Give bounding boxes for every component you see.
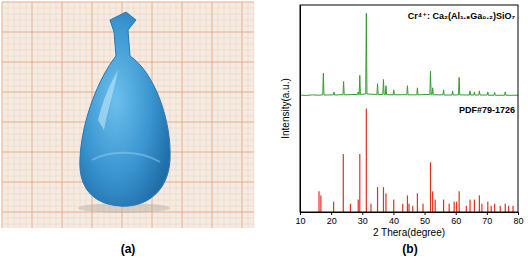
y-axis <box>300 6 301 213</box>
x-tick-mark <box>518 212 519 215</box>
stem <box>383 187 384 212</box>
x-tick-label: 50 <box>420 216 430 226</box>
graph-paper-lines <box>2 2 254 228</box>
x-tick-mark <box>425 212 426 215</box>
stem <box>508 206 509 212</box>
stem <box>491 206 492 212</box>
x-tick: 80 <box>513 212 523 226</box>
stem <box>358 200 359 212</box>
stem <box>456 202 457 212</box>
x-tick-label: 40 <box>389 216 399 226</box>
stem <box>432 191 433 212</box>
grid-line <box>2 218 254 219</box>
stem <box>393 200 394 212</box>
stem <box>443 200 444 212</box>
stem <box>408 204 409 212</box>
x-tick-mark <box>362 212 363 215</box>
stem <box>454 202 455 212</box>
x-tick: 40 <box>389 212 399 226</box>
panel-label: (b) <box>402 242 417 256</box>
x-tick: 20 <box>327 212 337 226</box>
stem <box>430 162 431 212</box>
stem <box>500 206 501 212</box>
x-tick-label: 10 <box>295 216 305 226</box>
x-tick: 70 <box>482 212 492 226</box>
crystal-highlight <box>98 70 118 130</box>
x-tick-mark <box>456 212 457 215</box>
figure: (a) 10 20 30 40 50 60 70 80 2 Thera(degree) Intens… <box>0 0 528 263</box>
stem <box>366 109 367 213</box>
stem <box>469 200 470 212</box>
stem <box>494 204 495 212</box>
crystal <box>80 12 170 206</box>
x-tick-label: 70 <box>482 216 492 226</box>
photo <box>2 2 254 228</box>
x-tick: 30 <box>358 212 368 226</box>
crystal-highlight <box>92 153 160 162</box>
y-axis-title: Intensity(a.u.) <box>280 78 291 139</box>
plot-marks <box>300 13 518 212</box>
x-tick-mark <box>331 212 332 215</box>
x-axis-title: 2 Thera(degree) <box>373 227 445 238</box>
x-axis: 10 20 30 40 50 60 70 80 <box>295 212 523 226</box>
x-tick-label: 80 <box>513 216 523 226</box>
x-tick: 60 <box>451 212 461 226</box>
stem <box>512 206 513 212</box>
grid-line <box>2 2 254 3</box>
stem <box>318 191 319 212</box>
stem <box>505 204 506 212</box>
graph-paper <box>2 2 254 228</box>
stem <box>459 191 460 212</box>
stem <box>481 204 482 212</box>
stem <box>333 202 334 212</box>
x-tick-label: 20 <box>327 216 337 226</box>
x-tick: 10 <box>295 212 305 226</box>
stem <box>412 206 413 212</box>
stem <box>385 193 386 212</box>
x-axis-line <box>301 212 519 213</box>
stem <box>417 193 418 212</box>
panel-label: (a) <box>121 242 136 256</box>
stem <box>474 200 475 212</box>
x-tick-mark <box>487 212 488 215</box>
stem <box>466 206 467 212</box>
stem <box>402 204 403 212</box>
x-tick-mark <box>393 212 394 215</box>
stem <box>320 195 321 212</box>
stem <box>422 204 423 212</box>
stem <box>350 204 351 212</box>
stem <box>343 154 344 212</box>
grid-line <box>2 8 254 9</box>
series-line <box>300 13 518 95</box>
x-tick: 50 <box>420 212 430 226</box>
stem <box>487 202 488 212</box>
series-label: Cr⁴⁺: Ca₂(Al₁.₈Ga₀.₂)SiO₇ <box>408 11 516 21</box>
plot-frame <box>300 5 518 212</box>
stem <box>407 195 408 212</box>
stem <box>370 204 371 212</box>
stem <box>479 195 480 212</box>
stem <box>359 154 360 212</box>
stem <box>377 187 378 212</box>
stem <box>435 200 436 212</box>
series-label: PDF#79-1726 <box>459 105 515 115</box>
y-axis-line <box>300 6 301 213</box>
stem <box>449 204 450 212</box>
x-tick-label: 60 <box>451 216 461 226</box>
grid-line <box>2 224 254 225</box>
stem-group <box>318 109 513 213</box>
x-tick-label: 30 <box>358 216 368 226</box>
